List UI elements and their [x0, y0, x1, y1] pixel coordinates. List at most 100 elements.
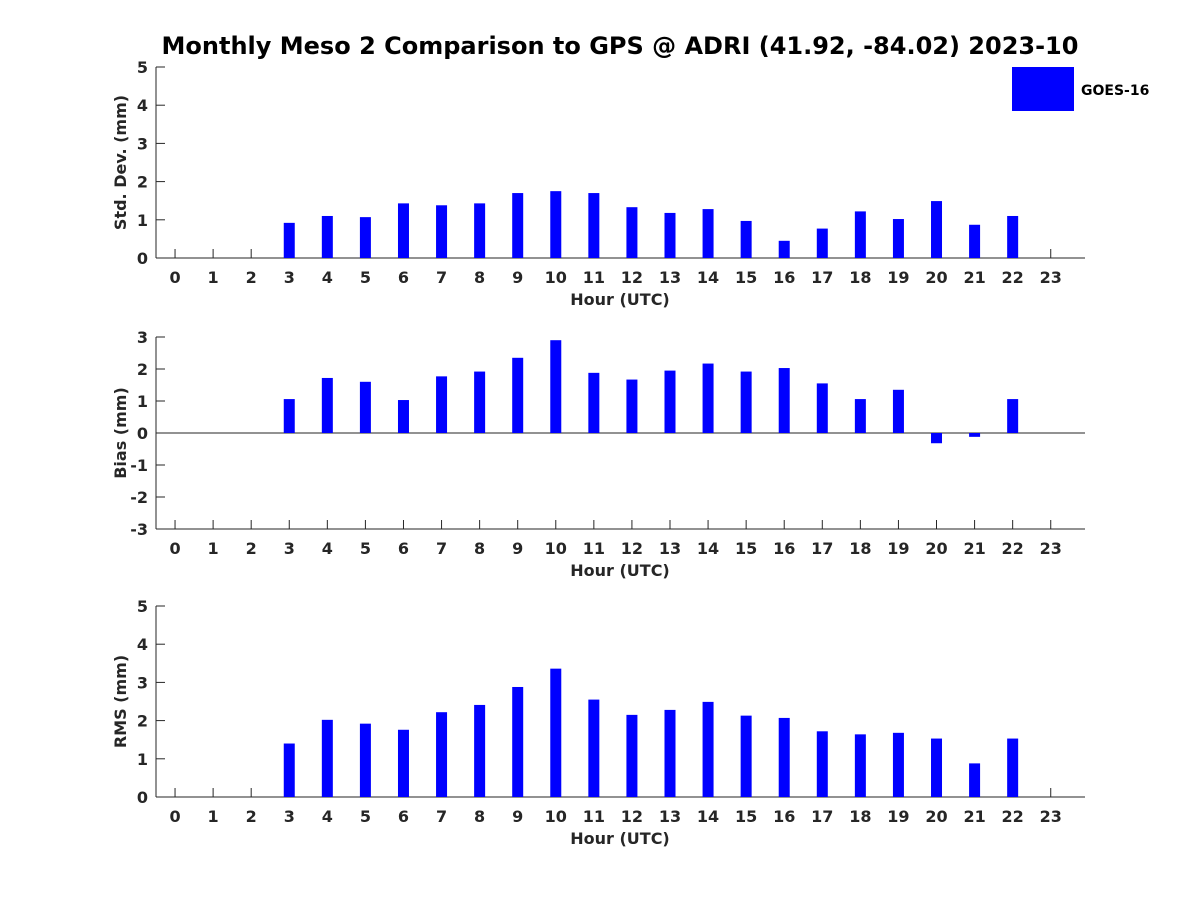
bar: [359, 381, 371, 433]
x-tick-label: 20: [925, 268, 947, 287]
bar: [359, 723, 371, 797]
y-axis-label: RMS (mm): [111, 655, 130, 748]
x-tick-label: 19: [887, 807, 909, 826]
x-tick-label: 18: [849, 807, 871, 826]
x-tick-label: 8: [474, 268, 485, 287]
x-tick-label: 6: [398, 268, 409, 287]
x-tick-label: 12: [621, 268, 643, 287]
bar: [474, 704, 486, 797]
x-tick-label: 22: [1002, 268, 1024, 287]
bar: [854, 399, 866, 433]
y-tick-label: 1: [137, 211, 148, 230]
bar: [664, 212, 676, 258]
x-tick-label: 11: [583, 268, 605, 287]
x-tick-label: 10: [545, 539, 567, 558]
x-tick-label: 1: [208, 807, 219, 826]
bar: [740, 715, 752, 797]
bar: [854, 734, 866, 797]
chart-title: Monthly Meso 2 Comparison to GPS @ ADRI …: [162, 32, 1079, 60]
x-tick-label: 6: [398, 807, 409, 826]
y-tick-label: 2: [137, 712, 148, 731]
bar: [321, 215, 333, 258]
bar: [321, 377, 333, 433]
x-tick-label: 11: [583, 807, 605, 826]
y-tick-label: -1: [130, 456, 148, 475]
y-tick-label: 3: [137, 673, 148, 692]
x-tick-label: 5: [360, 807, 371, 826]
bar: [512, 357, 524, 433]
bar: [359, 217, 371, 258]
y-tick-label: 3: [137, 134, 148, 153]
bar: [892, 389, 904, 433]
bar: [588, 372, 600, 433]
y-tick-label: -3: [130, 520, 148, 539]
x-tick-label: 9: [512, 539, 523, 558]
x-tick-label: 13: [659, 268, 681, 287]
x-tick-label: 23: [1040, 539, 1062, 558]
x-tick-label: 21: [963, 807, 985, 826]
x-tick-label: 17: [811, 807, 833, 826]
bar: [436, 205, 448, 258]
bar: [740, 371, 752, 433]
x-tick-label: 1: [208, 539, 219, 558]
x-tick-label: 15: [735, 807, 757, 826]
bar: [740, 220, 752, 258]
x-tick-label: 4: [322, 539, 333, 558]
x-tick-label: 20: [925, 807, 947, 826]
x-tick-label: 15: [735, 268, 757, 287]
y-tick-label: 3: [137, 328, 148, 347]
bar: [436, 376, 448, 433]
x-tick-label: 0: [169, 539, 180, 558]
bar: [969, 433, 981, 437]
x-tick-label: 12: [621, 539, 643, 558]
bar: [664, 709, 676, 797]
bar: [588, 699, 600, 797]
x-tick-label: 16: [773, 268, 795, 287]
bar: [283, 743, 295, 797]
x-tick-label: 17: [811, 268, 833, 287]
x-tick-label: 23: [1040, 268, 1062, 287]
bar: [931, 738, 943, 797]
x-tick-label: 10: [545, 807, 567, 826]
x-tick-label: 9: [512, 807, 523, 826]
bar: [969, 763, 981, 797]
bar: [550, 191, 562, 258]
y-axis-label: Bias (mm): [111, 387, 130, 479]
bar: [969, 224, 981, 258]
x-tick-label: 2: [246, 539, 257, 558]
x-tick-label: 14: [697, 539, 719, 558]
y-tick-label: -2: [130, 488, 148, 507]
legend-label: GOES-16: [1081, 83, 1149, 99]
bar: [778, 717, 790, 797]
x-tick-label: 9: [512, 268, 523, 287]
bar: [1007, 738, 1019, 797]
x-axis-label: Hour (UTC): [570, 829, 670, 848]
x-tick-label: 17: [811, 539, 833, 558]
y-tick-label: 4: [137, 635, 148, 654]
bar: [816, 731, 828, 797]
x-tick-label: 3: [284, 539, 295, 558]
legend: GOES-16: [1012, 67, 1149, 111]
y-tick-label: 2: [137, 173, 148, 192]
x-tick-label: 13: [659, 539, 681, 558]
x-tick-label: 0: [169, 268, 180, 287]
x-tick-label: 2: [246, 807, 257, 826]
bar: [778, 240, 790, 258]
x-tick-label: 18: [849, 268, 871, 287]
x-tick-label: 14: [697, 807, 719, 826]
bar: [816, 383, 828, 433]
x-tick-label: 15: [735, 539, 757, 558]
x-tick-label: 3: [284, 268, 295, 287]
x-tick-label: 22: [1002, 807, 1024, 826]
x-tick-label: 20: [925, 539, 947, 558]
bar: [397, 400, 409, 433]
x-tick-label: 22: [1002, 539, 1024, 558]
bar: [321, 719, 333, 797]
x-tick-label: 0: [169, 807, 180, 826]
x-tick-label: 19: [887, 268, 909, 287]
x-axis-label: Hour (UTC): [570, 290, 670, 309]
